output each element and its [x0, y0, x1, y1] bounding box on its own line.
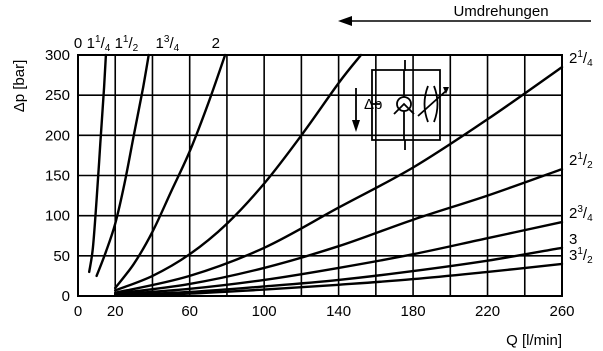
top-axis-arrow-head [338, 16, 352, 26]
x-tick-label: 0 [74, 303, 82, 320]
symbol-throttle-arrow-head [443, 87, 449, 94]
x-tick-label: 180 [401, 303, 426, 320]
series-curve [88, 53, 108, 274]
x-tick-label: 140 [326, 303, 351, 320]
top-tick-label: 11/2 [115, 34, 139, 54]
y-tick-label: 50 [53, 248, 70, 265]
series-label: 23/4 [569, 204, 593, 224]
y-tick-label: 250 [45, 87, 70, 104]
top-tick-label: 11/4 [87, 34, 111, 54]
x-axis-label: Q [l/min] [506, 332, 562, 349]
top-axis-title-group: Umdrehungen [338, 3, 591, 26]
x-tick-label: 220 [475, 303, 500, 320]
series-curve [114, 53, 227, 290]
top-axis-title: Umdrehungen [453, 3, 548, 20]
hydraulic-symbol-icon: Δp [352, 60, 449, 150]
x-tick-label: 260 [549, 303, 574, 320]
symbol-throttle-arrow-line [417, 89, 448, 117]
inset-label: Δp [364, 96, 382, 113]
y-tick-label: 300 [45, 47, 70, 64]
top-tick-label: 2 [212, 35, 220, 52]
y-tick-label: 200 [45, 127, 70, 144]
series-curve [114, 262, 564, 297]
y-axis-label: Δp [bar] [11, 60, 28, 113]
y-tick-label: 100 [45, 208, 70, 225]
series-curve [114, 65, 564, 294]
curves [88, 53, 564, 297]
symbol-throttle-left [423, 85, 429, 123]
symbol-throttle-right [433, 85, 439, 123]
series-curve [114, 53, 363, 292]
series-label: 21/4 [569, 49, 593, 69]
series-curve [114, 167, 564, 295]
series-curve [95, 53, 150, 278]
symbol-check-seat [393, 102, 415, 115]
series-label: 21/2 [569, 151, 593, 171]
series-label: 31/2 [569, 246, 593, 266]
series-curve [114, 246, 564, 297]
symbol-pressure-arrow-head [352, 120, 360, 132]
y-tick-label: 0 [62, 288, 70, 305]
x-tick-label: 60 [181, 303, 198, 320]
y-tick-label: 150 [45, 168, 70, 185]
plot-frame [77, 54, 563, 297]
x-tick-label: 100 [252, 303, 277, 320]
symbol-outline-right [404, 69, 441, 150]
top-tick-label: 0 [74, 35, 82, 52]
x-tick-label: 20 [107, 303, 124, 320]
top-tick-label: 13/4 [156, 34, 180, 54]
symbol-bypass [371, 104, 405, 141]
symbol-outline [371, 60, 406, 105]
series-label: 3 [569, 231, 577, 248]
series-curve [114, 220, 564, 296]
